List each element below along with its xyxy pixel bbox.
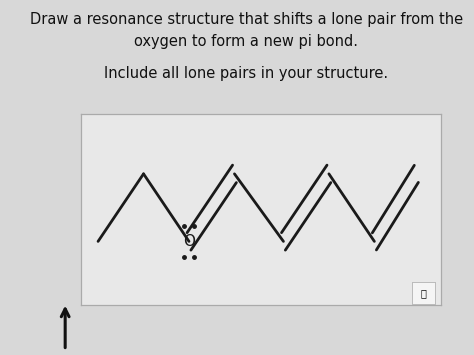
Text: oxygen to form a new pi bond.: oxygen to form a new pi bond. — [135, 34, 358, 49]
Text: Include all lone pairs in your structure.: Include all lone pairs in your structure… — [104, 66, 389, 81]
Text: 🔍: 🔍 — [421, 288, 427, 298]
Text: Draw a resonance structure that shifts a lone pair from the: Draw a resonance structure that shifts a… — [30, 12, 463, 27]
Text: O: O — [183, 234, 195, 249]
